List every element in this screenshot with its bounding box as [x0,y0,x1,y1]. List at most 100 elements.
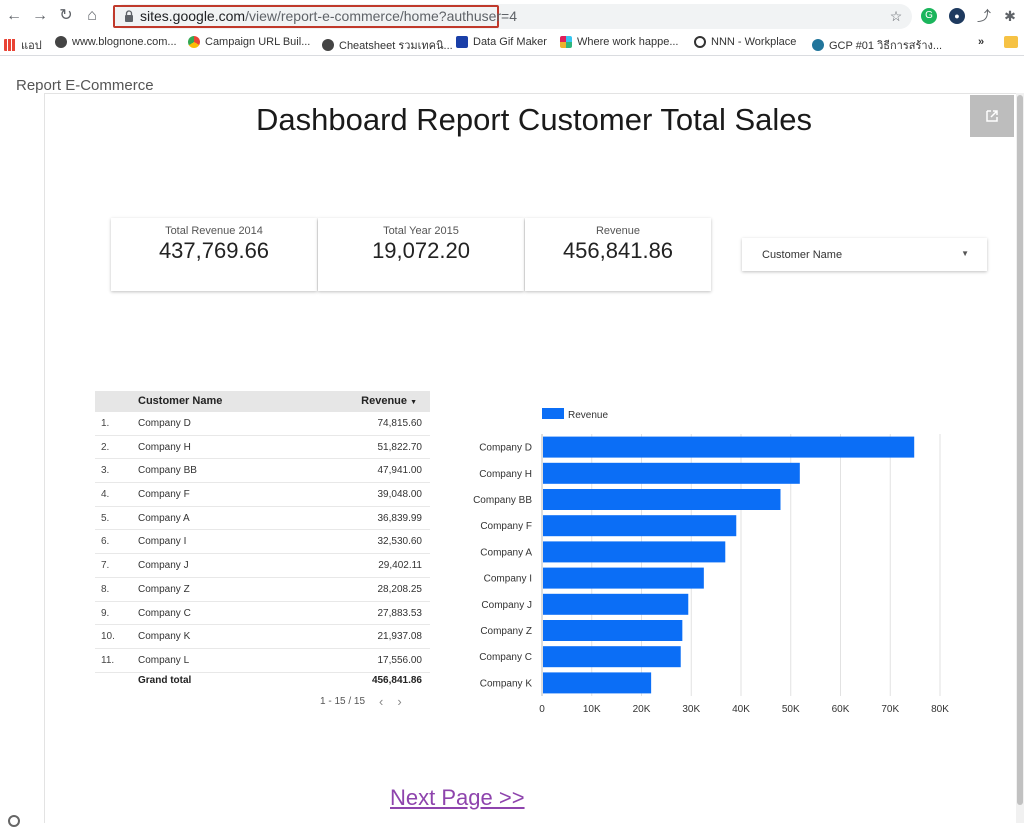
row-index: 7. [101,560,110,572]
bar [543,489,781,510]
back-icon[interactable]: ← [6,7,22,24]
table-row[interactable]: 5. Company A 36,839.99 [95,507,430,531]
customer-name-filter[interactable]: Customer Name ▼ [742,238,987,271]
bookmark-label: Data Gif Maker [473,36,547,48]
dashboard-title: Dashboard Report Customer Total Sales [256,102,812,137]
table-row[interactable]: 4. Company F 39,048.00 [95,483,430,507]
url-text[interactable]: sites.google.com/view/report-e-commerce/… [140,8,517,24]
table-row[interactable]: 2. Company H 51,822.70 [95,436,430,460]
bookmark-folder[interactable] [1004,36,1018,48]
reload-icon[interactable]: ↻ [59,7,73,24]
scrollbar-thumb[interactable] [1017,95,1023,805]
table-total-row: Grand total 456,841.86 [95,673,430,691]
bookmark-blognone[interactable]: www.blognone.com... [55,36,177,48]
customer-name-cell: Company Z [138,583,190,595]
star-icon[interactable]: ☆ [889,8,903,24]
extension-icon[interactable]: ● [949,8,965,24]
customer-name-cell: Company L [138,654,190,666]
table-body: 1. Company D 74,815.60 2. Company H 51,822.70… [95,412,430,673]
address-bar[interactable] [112,4,912,29]
grammarly-icon[interactable]: G [921,8,937,24]
url-host: sites.google.com [140,8,246,24]
revenue-bar-chart: 0 10K 20K 30K 40K 50K 60K 70K 80K Revenue Company … [473,408,949,712]
bookmark-campaign[interactable]: Campaign URL Buil... [188,36,310,48]
row-index: 5. [101,512,110,524]
workplace-icon [694,36,706,48]
x-tick-label: 40K [732,704,750,712]
bookmark-gcp[interactable]: GCP #01 วิธีการสร้าง... [812,36,942,54]
corner-circle-icon [8,815,20,827]
table-row[interactable]: 11. Company L 17,556.00 [95,649,430,673]
slack-icon [560,36,572,48]
table-row[interactable]: 6. Company I 32,530.60 [95,530,430,555]
revenue-cell: 17,556.00 [377,654,423,666]
revenue-cell: 51,822.70 [377,441,423,453]
bar [543,672,652,694]
table-header: Customer Name Revenue ▼ [95,391,430,412]
bookmark-workplace[interactable]: NNN - Workplace [694,36,796,48]
site-title[interactable]: Report E-Commerce [16,77,154,94]
customer-name-cell: Company D [138,418,191,429]
scrollbar[interactable] [1016,93,1024,823]
x-tick-label: 20K [633,704,651,712]
table-row[interactable]: 10. Company K 21,937.08 [95,625,430,649]
table-row[interactable]: 7. Company J 29,402.11 [95,554,430,578]
bar [543,436,915,458]
next-page-icon[interactable]: › [397,694,402,709]
x-tick-label: 80K [931,704,949,712]
forward-icon[interactable]: → [32,7,48,24]
puzzle-icon[interactable]: ✱ [1004,8,1016,24]
campaign-icon [188,36,200,48]
caret-down-icon: ▼ [961,249,969,258]
bookmark-cheatsheet[interactable]: Cheatsheet รวมเทคนิ... [322,36,453,54]
wordpress-icon [812,39,824,51]
category-label: Company K [480,678,533,689]
x-tick-label: 60K [832,704,850,712]
x-tick-label: 30K [682,704,700,712]
open-in-new-button[interactable] [970,95,1014,137]
next-page-link[interactable]: Next Page >> [390,785,525,810]
table-row[interactable]: 8. Company Z 28,208.25 [95,578,430,602]
customer-name-cell: Company H [138,441,191,453]
apps-grid-icon [4,39,16,51]
bar [543,541,726,563]
kpi-value: 19,072.20 [372,238,470,263]
revenue-cell: 29,402.11 [378,560,422,572]
bookmark-slack[interactable]: Where work happe... [560,36,679,48]
category-label: Company J [481,600,532,611]
column-header-revenue[interactable]: Revenue ▼ [361,395,417,407]
pin-icon[interactable]: ⤴ [977,8,991,24]
home-icon[interactable]: ⌂ [87,7,97,24]
revenue-cell: 39,048.00 [377,489,423,501]
customer-name-cell: Company A [138,512,190,524]
table-row[interactable]: 9. Company C 27,883.53 [95,602,430,626]
category-label: Company I [484,574,532,585]
globe-icon [55,36,67,48]
bookmark-label: แอป [21,40,42,52]
revenue-cell: 27,883.53 [377,607,423,619]
table-row[interactable]: 1. Company D 74,815.60 [95,412,430,436]
row-index: 6. [101,536,110,548]
prev-page-icon[interactable]: ‹ [379,694,384,709]
column-header-customer[interactable]: Customer Name [138,395,223,407]
customer-name-cell: Company J [138,560,189,572]
customer-name-cell: Company C [138,607,191,619]
bookmarks-more[interactable]: » [978,36,984,48]
revenue-cell: 36,839.99 [377,512,423,524]
bar [543,462,800,484]
table-row[interactable]: 3. Company BB 47,941.00 [95,459,430,484]
x-tick-label: 50K [782,704,800,712]
pager-text: 1 - 15 / 15 [320,696,366,707]
url-highlight-box [113,5,499,28]
customer-name-cell: Company I [138,536,187,548]
bookmark-apps[interactable]: แอป [4,36,42,54]
bookmarks-bar: แอป www.blognone.com... Campaign URL Bui… [0,32,1024,56]
bookmark-label: www.blognone.com... [72,36,177,48]
bookmark-datagif[interactable]: Data Gif Maker [456,36,547,48]
table-pager: 1 - 15 / 15 ‹ › [320,694,402,709]
bookmark-label: Where work happe... [577,36,679,48]
column-header-revenue-label: Revenue [361,395,407,407]
bookmark-label: GCP #01 วิธีการสร้าง... [829,40,943,52]
legend-label: Revenue [568,410,608,421]
url-path: /view/report-e-commerce/home?authuser=4 [245,8,518,24]
